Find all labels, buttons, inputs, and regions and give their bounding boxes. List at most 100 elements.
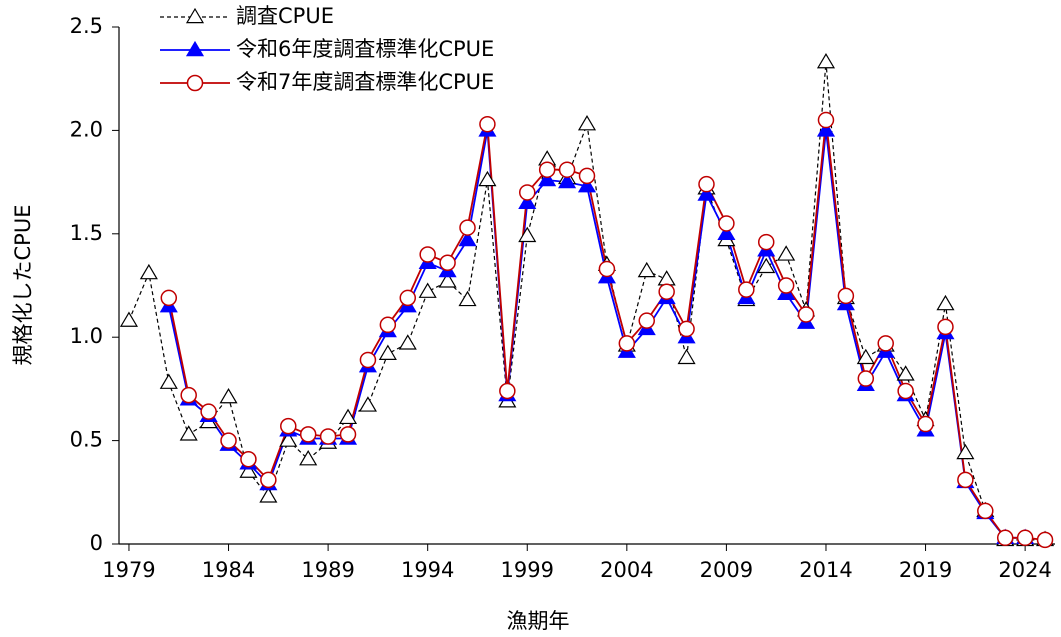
marker: [220, 432, 237, 449]
legend-marker: [186, 74, 204, 92]
x-tick-label: 2019: [899, 558, 952, 582]
marker: [538, 161, 556, 178]
marker: [956, 443, 975, 460]
marker: [598, 260, 616, 278]
marker: [996, 529, 1014, 547]
marker: [139, 263, 158, 280]
x-tick-label: 1984: [202, 558, 255, 582]
marker: [338, 408, 358, 425]
marker: [299, 450, 318, 466]
marker: [1036, 531, 1054, 549]
marker: [678, 320, 695, 338]
marker: [957, 471, 974, 489]
marker: [499, 382, 516, 400]
marker: [816, 52, 836, 69]
marker: [618, 335, 636, 352]
marker: [518, 226, 537, 243]
marker: [240, 450, 257, 468]
marker: [1016, 529, 1034, 547]
marker: [119, 311, 139, 327]
marker: [159, 373, 178, 389]
marker: [259, 487, 278, 503]
x-tick-label: 2024: [998, 558, 1051, 582]
marker: [577, 177, 597, 193]
x-tick-label: 2009: [700, 558, 753, 582]
marker: [419, 246, 436, 263]
marker: [717, 224, 736, 240]
marker: [418, 282, 437, 298]
marker: [160, 289, 178, 307]
marker: [260, 471, 277, 489]
marker: [519, 184, 536, 201]
y-axis-label: 規格化したCPUE: [11, 205, 35, 366]
marker: [319, 428, 337, 445]
marker: [538, 170, 557, 187]
marker: [738, 281, 755, 298]
legend-label: 令和7年度調査標準化CPUE: [236, 70, 494, 94]
marker: [479, 115, 496, 133]
x-tick-label: 2004: [600, 558, 653, 582]
marker: [658, 283, 675, 300]
marker: [677, 348, 696, 365]
marker: [280, 417, 297, 435]
marker: [637, 261, 656, 278]
marker: [777, 245, 796, 261]
marker: [458, 290, 477, 307]
marker: [439, 254, 456, 272]
marker: [339, 426, 357, 443]
marker: [359, 351, 377, 369]
marker: [438, 272, 457, 288]
marker: [558, 161, 576, 178]
marker: [518, 193, 537, 209]
marker: [657, 270, 676, 286]
marker: [558, 172, 577, 189]
marker: [399, 289, 417, 307]
marker: [299, 426, 317, 443]
marker: [777, 277, 795, 294]
x-tick-label: 1999: [501, 558, 554, 582]
x-axis-label: 漁期年: [507, 609, 570, 633]
marker: [578, 167, 596, 185]
marker: [279, 431, 298, 447]
marker: [857, 370, 875, 387]
marker: [797, 306, 815, 323]
marker: [239, 462, 258, 478]
marker: [896, 365, 915, 381]
marker: [577, 115, 597, 131]
marker: [379, 316, 397, 334]
marker: [936, 294, 955, 311]
marker: [458, 230, 477, 247]
marker: [937, 318, 954, 336]
marker: [638, 312, 655, 329]
x-tick-label: 1979: [102, 558, 155, 582]
marker: [358, 396, 377, 412]
series-line: [167, 119, 1046, 541]
series-line: [128, 62, 1046, 541]
marker: [917, 415, 934, 433]
marker: [877, 335, 894, 352]
marker: [757, 257, 776, 274]
marker: [180, 386, 197, 404]
marker: [856, 348, 875, 365]
marker: [478, 170, 497, 187]
marker: [817, 111, 835, 129]
marker: [378, 344, 397, 360]
marker: [219, 387, 238, 404]
marker: [816, 121, 836, 137]
marker: [179, 425, 198, 441]
y-tick-label: 0: [90, 531, 103, 555]
marker: [398, 334, 417, 350]
marker: [977, 502, 994, 520]
legend-marker: [185, 7, 205, 24]
y-tick-label: 2.5: [70, 14, 103, 38]
x-tick-label: 2014: [799, 558, 852, 582]
series-line: [167, 130, 1026, 539]
marker: [459, 219, 476, 236]
marker: [718, 215, 735, 232]
marker: [757, 233, 775, 251]
y-tick-label: 1.0: [70, 324, 103, 348]
marker: [698, 175, 715, 193]
marker: [200, 403, 217, 420]
x-tick-label: 1994: [401, 558, 454, 582]
